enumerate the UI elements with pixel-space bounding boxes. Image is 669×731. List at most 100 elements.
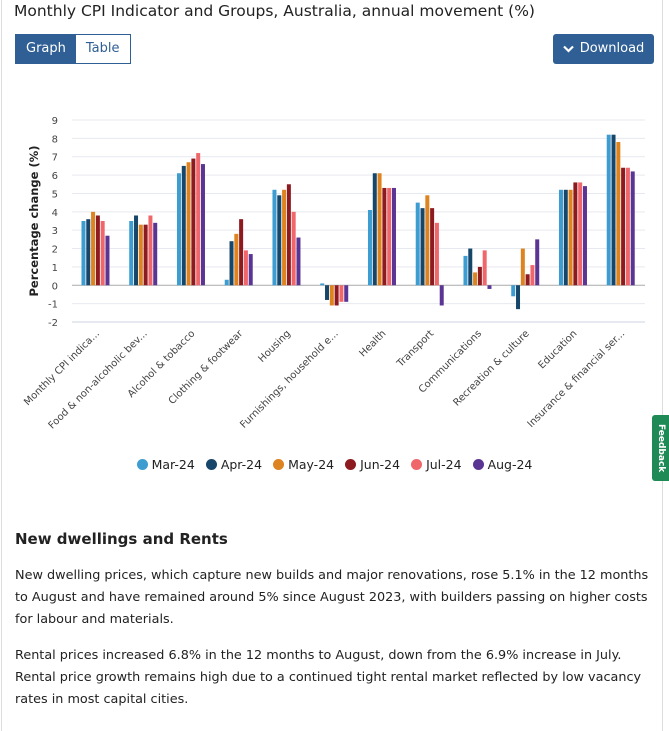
legend-label: Jul-24 — [426, 457, 462, 472]
bar-jul-24-1[interactable] — [148, 215, 153, 286]
bar-apr-24-5[interactable] — [325, 285, 330, 300]
bar-apr-24-7[interactable] — [420, 208, 425, 286]
bar-aug-24-7[interactable] — [439, 285, 444, 306]
bar-aug-24-1[interactable] — [153, 222, 158, 286]
bar-mar-24-4[interactable] — [272, 189, 277, 286]
bar-jul-24-3[interactable] — [243, 250, 248, 286]
x-tick-label: Education — [537, 328, 580, 371]
bar-apr-24-9[interactable] — [516, 285, 521, 310]
legend-dot-icon — [411, 459, 423, 470]
bar-aug-24-4[interactable] — [296, 237, 301, 286]
bar-jun-24-8[interactable] — [477, 266, 482, 286]
bar-jun-24-5[interactable] — [334, 285, 339, 306]
bar-jul-24-0[interactable] — [100, 221, 105, 286]
bar-mar-24-1[interactable] — [129, 221, 134, 286]
bar-may-24-5[interactable] — [329, 285, 334, 306]
legend-label: Apr-24 — [220, 457, 263, 472]
bar-jun-24-7[interactable] — [430, 208, 435, 286]
bar-may-24-7[interactable] — [425, 195, 430, 286]
bar-may-24-6[interactable] — [377, 173, 382, 286]
bar-jul-24-4[interactable] — [291, 211, 296, 286]
y-tick-label: 2 — [52, 245, 58, 256]
y-tick-label: 3 — [52, 226, 58, 237]
download-label: Download — [579, 41, 645, 56]
bar-apr-24-0[interactable] — [86, 219, 91, 286]
y-tick-label: 9 — [52, 116, 58, 127]
bar-may-24-3[interactable] — [234, 233, 239, 286]
legend-item[interactable]: Mar-24 — [136, 457, 195, 472]
bar-apr-24-2[interactable] — [181, 165, 186, 286]
bar-jun-24-2[interactable] — [191, 158, 196, 286]
legend-dot-icon — [472, 459, 484, 470]
bar-jun-24-10[interactable] — [573, 182, 578, 286]
legend-dot-icon — [345, 459, 357, 470]
bar-may-24-0[interactable] — [91, 211, 96, 286]
bar-jun-24-1[interactable] — [143, 224, 148, 286]
bar-jul-24-10[interactable] — [578, 182, 583, 286]
legend-label: May-24 — [288, 457, 335, 472]
bar-may-24-10[interactable] — [568, 189, 573, 286]
bar-mar-24-6[interactable] — [367, 209, 372, 286]
legend-label: Jun-24 — [360, 457, 401, 472]
bar-may-24-9[interactable] — [520, 248, 525, 286]
graph-tab[interactable]: Graph — [16, 35, 76, 63]
bar-aug-24-0[interactable] — [105, 235, 110, 286]
feedback-tab[interactable]: Feedback — [652, 415, 669, 481]
legend-item[interactable]: Jul-24 — [411, 457, 462, 472]
download-button[interactable]: Download — [553, 34, 654, 64]
bar-apr-24-6[interactable] — [372, 173, 377, 286]
bar-may-24-4[interactable] — [282, 189, 287, 286]
bar-jul-24-8[interactable] — [482, 250, 487, 286]
bar-apr-24-4[interactable] — [277, 195, 282, 286]
bar-aug-24-11[interactable] — [630, 171, 635, 286]
chevron-down-icon — [562, 45, 574, 53]
bar-jun-24-4[interactable] — [286, 184, 291, 286]
bar-may-24-8[interactable] — [473, 272, 478, 286]
bar-aug-24-5[interactable] — [344, 285, 349, 302]
chart-title: Monthly CPI Indicator and Groups, Austra… — [14, 2, 535, 20]
legend-item[interactable]: Aug-24 — [472, 457, 532, 472]
bar-aug-24-6[interactable] — [391, 187, 396, 286]
table-tab[interactable]: Table — [75, 35, 130, 63]
bar-jun-24-11[interactable] — [621, 167, 626, 286]
bar-mar-24-7[interactable] — [415, 202, 420, 286]
bar-jul-24-5[interactable] — [339, 285, 344, 302]
bar-aug-24-3[interactable] — [248, 254, 253, 286]
bar-jun-24-6[interactable] — [382, 187, 387, 286]
bar-jul-24-2[interactable] — [196, 153, 201, 286]
bar-mar-24-10[interactable] — [558, 189, 563, 286]
bar-jul-24-7[interactable] — [434, 222, 439, 286]
bar-apr-24-10[interactable] — [563, 189, 568, 286]
bar-aug-24-2[interactable] — [200, 164, 205, 286]
bar-may-24-2[interactable] — [186, 162, 191, 286]
bar-apr-24-8[interactable] — [468, 248, 473, 286]
bar-mar-24-5[interactable] — [320, 283, 325, 286]
bar-jul-24-9[interactable] — [530, 265, 535, 286]
bar-jul-24-11[interactable] — [625, 167, 630, 286]
bar-apr-24-1[interactable] — [134, 215, 139, 286]
x-tick-label: Health — [357, 328, 388, 359]
bar-jul-24-6[interactable] — [387, 187, 392, 286]
legend-dot-icon — [136, 459, 148, 470]
legend-item[interactable]: Apr-24 — [205, 457, 263, 472]
bar-mar-24-3[interactable] — [224, 279, 229, 286]
bar-mar-24-0[interactable] — [81, 221, 86, 286]
bar-may-24-1[interactable] — [138, 224, 143, 286]
legend-item[interactable]: Jun-24 — [345, 457, 400, 472]
bar-mar-24-9[interactable] — [511, 285, 516, 297]
bar-aug-24-8[interactable] — [487, 285, 492, 289]
bar-apr-24-11[interactable] — [611, 134, 616, 286]
legend-dot-icon — [205, 459, 217, 470]
y-axis-label: Percentage change (%) — [27, 145, 41, 296]
bar-may-24-11[interactable] — [616, 142, 621, 286]
bar-jun-24-3[interactable] — [239, 219, 244, 286]
bar-aug-24-9[interactable] — [535, 239, 540, 286]
bar-mar-24-2[interactable] — [176, 173, 181, 286]
bar-apr-24-3[interactable] — [229, 241, 234, 286]
legend-item[interactable]: May-24 — [273, 457, 334, 472]
bar-aug-24-10[interactable] — [582, 186, 587, 286]
bar-jun-24-9[interactable] — [525, 274, 530, 286]
bar-mar-24-11[interactable] — [606, 134, 611, 286]
bar-jun-24-0[interactable] — [95, 215, 100, 286]
bar-mar-24-8[interactable] — [463, 255, 468, 286]
